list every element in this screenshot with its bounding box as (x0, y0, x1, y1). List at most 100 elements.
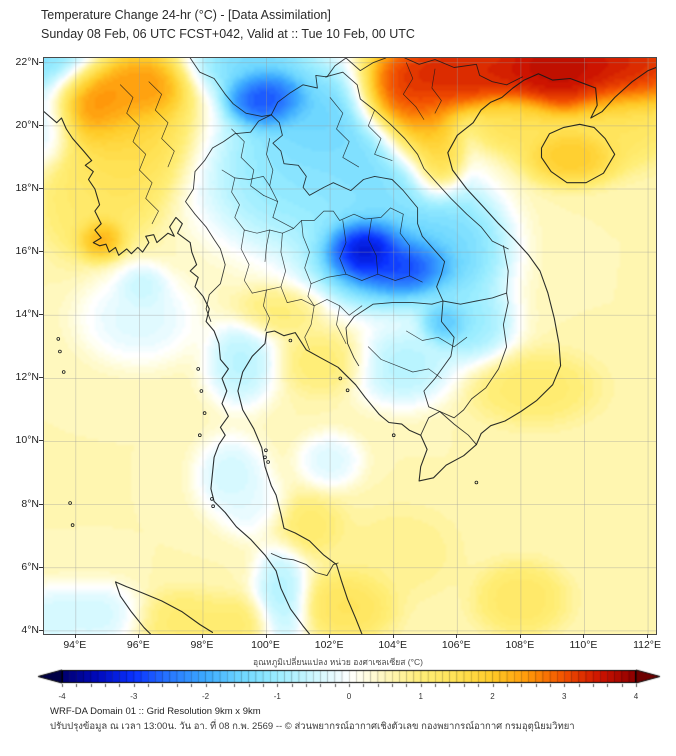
colorbar-tick-label: 3 (562, 692, 567, 701)
country-border (439, 411, 477, 446)
province-border (367, 109, 393, 161)
province-border (264, 229, 271, 262)
island-outline (58, 349, 62, 354)
colorbar-tick-label: 2 (490, 692, 495, 701)
colorbar (36, 669, 662, 689)
x-axis-tickmark (74, 634, 76, 638)
colorbar-tick-label: 0 (346, 692, 352, 701)
province-border (310, 273, 423, 285)
y-axis-tick-label: 6°N (21, 560, 39, 573)
island-outline (345, 388, 350, 393)
temperature-field-canvas (44, 58, 656, 634)
x-axis-tick-label: 108°E (505, 639, 535, 651)
island-outline (198, 433, 202, 438)
province-border (234, 176, 271, 187)
province-border (148, 81, 175, 168)
x-axis-tickmark (265, 634, 267, 638)
province-border (231, 128, 264, 196)
y-axis-tick-label: 14°N (15, 308, 39, 321)
colorbar-label: อุณหภูมิเปลี่ยนแปลง หน่วย องศาเซลเซียส (… (253, 657, 423, 667)
country-border (185, 114, 272, 322)
country-border (345, 58, 387, 72)
province-border (307, 283, 315, 307)
x-axis-tick-label: 100°E (251, 639, 280, 651)
island-outline (210, 497, 214, 501)
colorbar-tick-label: -1 (273, 692, 281, 701)
island-outline (338, 376, 343, 381)
y-axis-tickmark (39, 187, 43, 189)
y-axis-tickmark (39, 566, 43, 568)
island-outline (474, 480, 479, 485)
coastline (44, 111, 311, 634)
country-border (270, 58, 347, 116)
y-axis-tickmark (39, 251, 43, 253)
y-axis-tickmark (39, 61, 43, 63)
x-axis-tick-label: 104°E (378, 639, 408, 651)
x-axis-tick-label: 98°E (190, 639, 214, 651)
country-border (270, 114, 446, 367)
province-border (367, 218, 379, 275)
x-axis-tickmark (647, 634, 649, 638)
province-border (263, 194, 279, 202)
y-axis-tick-label: 12°N (15, 371, 39, 384)
province-border (304, 305, 315, 351)
x-axis-tickmark (519, 634, 521, 638)
country-border (270, 553, 339, 577)
province-border (286, 299, 363, 316)
x-axis-tickmark (392, 634, 394, 638)
island-outline (391, 433, 396, 438)
island-outline (288, 338, 293, 343)
country-border (423, 300, 455, 412)
country-border (189, 58, 272, 117)
province-border (402, 62, 425, 120)
y-axis-tick-label: 16°N (15, 245, 39, 258)
footer-domain-info: WRF-DA Domain 01 :: Grid Resolution 9km … (50, 706, 261, 717)
island-outline (68, 501, 72, 505)
x-axis-tickmark (329, 634, 331, 638)
island-outline (263, 455, 267, 460)
x-axis-tickmark (583, 634, 585, 638)
province-border (406, 330, 468, 348)
y-axis-tick-label: 10°N (15, 434, 39, 447)
province-border (329, 97, 360, 168)
island-outline (199, 389, 204, 393)
island-outline (266, 460, 270, 464)
coastline (237, 66, 656, 634)
colorbar-tick-label: -3 (130, 692, 138, 701)
x-axis-tickmark (138, 634, 140, 638)
x-axis-tick-label: 102°E (314, 639, 344, 651)
colorbar-tick-label: 1 (418, 692, 423, 701)
country-border (420, 245, 509, 436)
province-border (240, 229, 253, 294)
x-axis-tick-label: 112°E (633, 639, 662, 651)
y-axis-tickmark (39, 440, 43, 442)
province-border (266, 138, 279, 218)
country-border (404, 58, 523, 86)
y-axis-tickmark (39, 377, 43, 379)
province-border (221, 169, 245, 231)
y-axis-tickmark (39, 314, 43, 316)
island-outline (202, 411, 207, 415)
x-axis-tick-label: 96°E (126, 639, 150, 651)
province-border (301, 220, 312, 285)
island-outline (264, 448, 268, 453)
island-outline (211, 504, 215, 509)
province-border (431, 68, 442, 114)
province-border (336, 305, 347, 344)
title-block: Temperature Change 24-hr (°C) - [Data As… (41, 6, 415, 44)
country-border (442, 292, 508, 305)
province-border (367, 346, 442, 379)
colorbar-tick-label: -2 (201, 692, 210, 701)
page-title: Temperature Change 24-hr (°C) - [Data As… (41, 8, 331, 22)
y-axis-tick-label: 20°N (15, 118, 39, 131)
y-axis-tickmark (39, 124, 43, 126)
colorbar-tick-label: 4 (633, 692, 639, 701)
map-plot (43, 57, 657, 635)
page-subtitle: Sunday 08 Feb, 06 UTC FCST+042, Valid at… (41, 26, 415, 41)
y-axis-tick-label: 4°N (21, 623, 39, 636)
province-border (280, 232, 288, 303)
country-border (324, 71, 509, 250)
province-border (119, 84, 159, 225)
x-axis-tick-label: 106°E (441, 639, 471, 651)
